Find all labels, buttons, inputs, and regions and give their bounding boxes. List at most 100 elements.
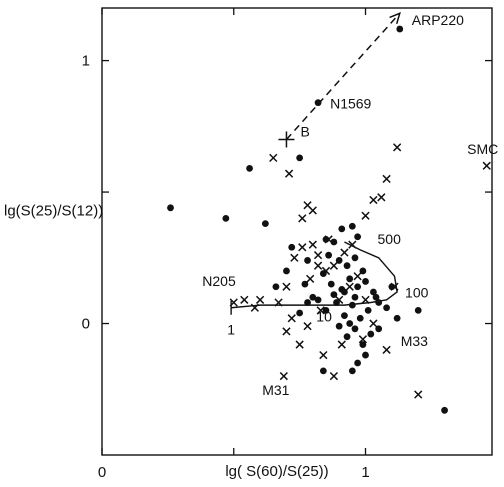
cross-point: [282, 327, 291, 336]
dot-point: [261, 220, 269, 228]
y-axis-label: lg(S(25)/S(12)): [4, 203, 103, 220]
point-annotations: ARP220 N1569 B SMC 500 100 N205 1 10 M33 M31: [202, 12, 498, 398]
dot-point: [441, 406, 448, 414]
dot-point: [346, 275, 354, 283]
dot-point: [367, 330, 375, 338]
cross-point: [340, 248, 349, 257]
annotation-label: 1: [227, 321, 235, 337]
dot-point: [351, 293, 359, 301]
model-track: [230, 241, 398, 315]
dot-point: [348, 367, 356, 375]
plot-axes: 0 101: [82, 7, 493, 481]
cross-point: [287, 314, 296, 323]
cross-point: [321, 266, 331, 276]
cross-point: [329, 261, 339, 270]
cross-point: [382, 174, 391, 184]
cross-point: [324, 235, 333, 244]
cross-point: [390, 282, 399, 291]
cross-point: [393, 143, 402, 152]
annotation-label: N1569: [330, 96, 371, 112]
dot-point: [327, 280, 335, 288]
dot-point: [314, 99, 322, 107]
cross-point: [308, 240, 317, 249]
cross-point: [361, 295, 370, 304]
x-tick-label: 1: [361, 464, 369, 481]
cross-point: [337, 340, 346, 349]
dot-point: [359, 341, 367, 348]
arrow-start-marker: [278, 131, 295, 148]
cross-point: [329, 371, 339, 381]
dot-point: [246, 164, 253, 172]
dot-point: [330, 238, 338, 246]
cross-point: [313, 251, 323, 260]
cross-point: [313, 261, 323, 270]
dot-point: [222, 214, 230, 222]
annotation-label: B: [300, 123, 309, 139]
y-tick-label: 1: [82, 53, 90, 70]
dot-point: [283, 267, 290, 275]
annotation-label: M31: [262, 382, 289, 398]
dot-point: [335, 322, 343, 330]
dot-point: [304, 257, 311, 264]
annotation-label: 500: [378, 231, 402, 247]
dot-point: [343, 262, 351, 270]
cross-point: [316, 306, 325, 315]
dot-point: [393, 314, 401, 322]
dot-point: [304, 299, 311, 306]
arrow-track: [278, 11, 401, 148]
cross-point: [335, 295, 344, 304]
annotation-label: ARP220: [412, 12, 464, 28]
annotation-label: 100: [405, 285, 429, 301]
annotation-label: M33: [401, 333, 428, 349]
cross-point: [353, 272, 362, 281]
dot-point: [341, 312, 348, 320]
dot-point: [354, 359, 362, 367]
arrow-track-line: [285, 12, 401, 140]
dot-point: [314, 296, 322, 304]
cross-point: [348, 240, 357, 249]
cross-point: [303, 322, 312, 331]
dot-point: [348, 222, 356, 230]
cross-point: [382, 345, 391, 354]
cross-point: [369, 319, 378, 328]
dot-point: [296, 154, 304, 162]
dot-point: [356, 314, 364, 322]
cross-point: [282, 282, 291, 291]
dot-point: [351, 254, 359, 262]
dot-point: [372, 293, 380, 301]
x-axis-label: lg( S(60)/S(25)): [225, 463, 328, 480]
dot-point: [346, 320, 354, 327]
dot-point: [396, 25, 404, 33]
cross-point: [274, 298, 283, 307]
cross-point: [345, 282, 354, 291]
dot-point: [288, 243, 296, 251]
cross-point: [358, 335, 368, 344]
dot-point: [351, 325, 359, 333]
cross-point: [306, 274, 315, 283]
dot-point: [343, 333, 351, 341]
dot-point: [322, 306, 330, 314]
arrow-head: [389, 11, 401, 25]
cross-point: [414, 390, 423, 399]
cross-point: [284, 169, 294, 178]
dot-point: [370, 288, 377, 296]
dot-point: [348, 301, 356, 309]
dot-point: [338, 225, 346, 233]
dot-point: [296, 309, 304, 317]
dot-point: [325, 251, 333, 259]
dot-point: [319, 367, 327, 375]
dot-point: [354, 233, 362, 241]
dot-point: [375, 299, 383, 306]
y-tick-label: 0: [82, 316, 90, 333]
cross-point: [295, 340, 304, 349]
cross-point: [269, 153, 278, 163]
cross-point: [308, 206, 317, 215]
dot-point: [383, 304, 390, 312]
dot-point: [272, 283, 280, 291]
cross-point: [298, 243, 307, 252]
cross-point: [361, 211, 370, 220]
annotation-label: N205: [202, 273, 236, 289]
dot-point: [354, 283, 362, 291]
dot-point: [309, 293, 317, 301]
